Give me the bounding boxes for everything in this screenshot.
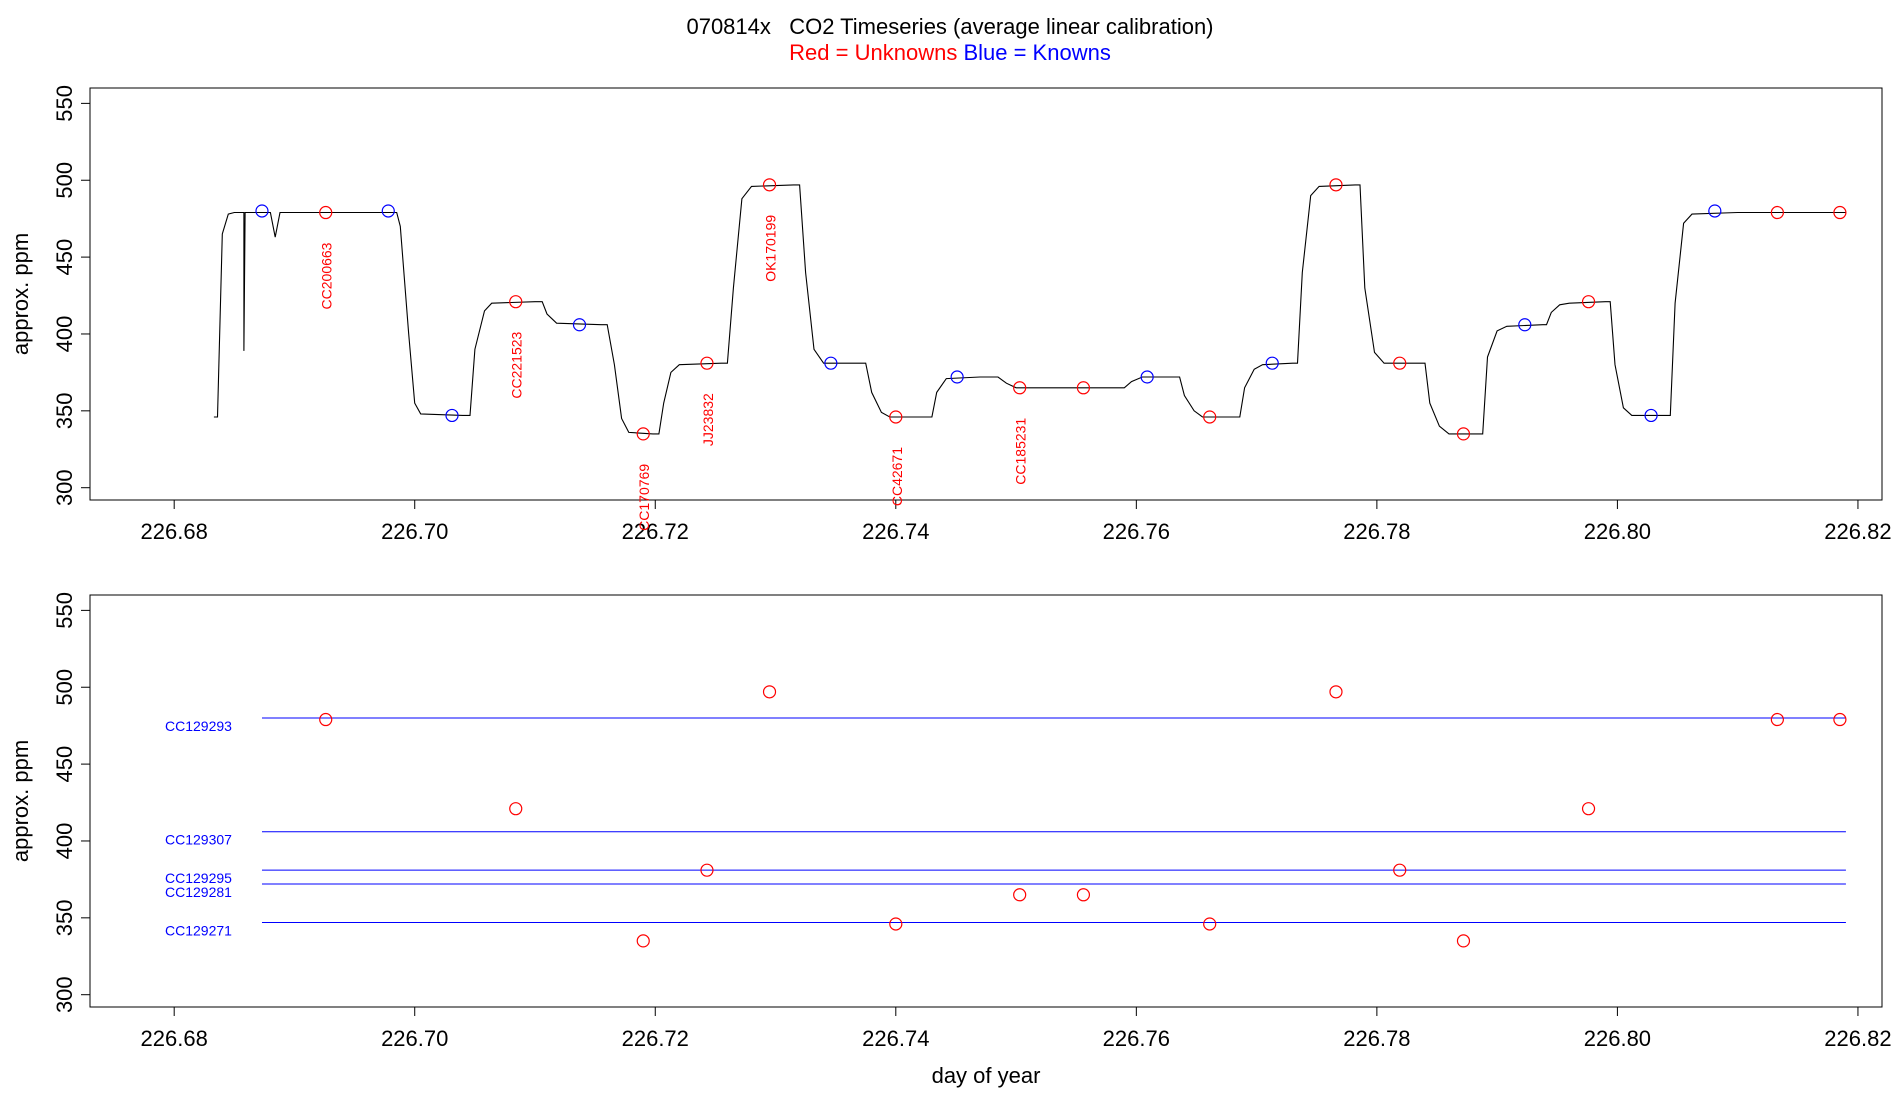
bottom-reference-line-label: CC129295 [165,870,232,886]
top-plot-frame [89,87,1883,501]
bottom-unknown-point [1329,685,1343,699]
bottom-unknown-point [700,863,714,877]
top-unknown-point [636,427,650,441]
bottom-unknown-point [1393,863,1407,877]
bottom-unknown-point [1833,712,1847,727]
top-unknown-point [1393,356,1407,370]
bottom-unknown-point [509,802,523,816]
top-known-point [824,356,838,370]
top-known-point [445,408,459,423]
top-unknown-point-label: CC200663 [319,242,335,309]
top-unknown-point [319,205,333,220]
top-x-tick-label: 226.78 [1343,519,1410,544]
bottom-y-tick-label: 350 [52,899,77,936]
bottom-x-tick-label: 226.74 [862,1026,929,1051]
top-known-point [572,318,587,332]
top-y-tick-label: 350 [52,392,77,429]
top-y-axis-label: approx. ppm [8,233,33,355]
bottom-x-tick-label: 226.82 [1824,1026,1891,1051]
top-x-tick-label: 226.82 [1824,519,1891,544]
top-unknown-point [889,410,903,424]
bottom-unknown-point [1456,934,1471,948]
legend-knowns: Blue = Knowns [963,40,1111,65]
bottom-unknown-point [1581,802,1596,816]
legend-unknowns: Red = Unknowns [789,40,958,65]
bottom-x-tick-label: 226.78 [1343,1026,1410,1051]
bottom-y-axis-label: approx. ppm [8,740,33,862]
bottom-unknown-point [1013,888,1027,902]
top-x-tick-label: 226.72 [622,519,689,544]
top-known-point [1644,408,1658,423]
bottom-x-tick-label: 226.70 [381,1026,448,1051]
top-unknown-point [1013,381,1027,395]
top-unknown-point-label: CC170769 [636,464,652,531]
top-y-tick-label: 300 [52,469,77,506]
top-x-tick-label: 226.74 [862,519,929,544]
top-y-tick-label: 450 [52,239,77,276]
top-y-tick-label: 400 [52,316,77,353]
chart-title-block: 070814x CO2 Timeseries (average linear c… [0,14,1900,66]
bottom-x-tick-label: 226.80 [1584,1026,1651,1051]
top-unknown-point [1076,381,1091,395]
chart-subtitle: Red = Unknowns Blue = Knowns [0,40,1900,66]
top-unknown-point-label: CC221523 [509,331,525,398]
top-known-point [255,204,269,218]
top-unknown-point-label: CC185231 [1013,418,1029,485]
top-known-point [1265,356,1279,370]
bottom-reference-line-label: CC129271 [165,922,232,938]
top-unknown-point [762,178,777,192]
top-unknown-point [700,356,714,370]
top-x-tick-label: 226.70 [381,519,448,544]
bottom-y-tick-label: 550 [52,592,77,629]
bottom-reference-line-label: CC129307 [165,832,232,848]
top-unknown-point [1203,410,1217,424]
bottom-unknown-point [636,934,650,948]
top-unknown-point-label: OK170199 [763,215,779,282]
chart-title: 070814x CO2 Timeseries (average linear c… [686,14,1214,39]
bottom-reference-line-label: CC129293 [165,718,232,734]
top-known-point [381,204,395,218]
top-known-point [1708,204,1722,218]
top-unknown-point [1456,427,1471,441]
bottom-unknown-point [319,712,333,727]
bottom-x-tick-label: 226.72 [622,1026,689,1051]
bottom-y-tick-label: 500 [52,669,77,706]
top-unknown-point-label: JJ23832 [700,393,716,446]
bottom-plot-frame [89,594,1883,1008]
top-unknown-point [1770,205,1784,220]
top-unknown-point [1329,178,1343,192]
top-co2-trace-line [213,184,1846,435]
bottom-y-tick-label: 300 [52,976,77,1013]
top-unknown-point [1833,205,1847,220]
bottom-unknown-point [1076,888,1091,902]
top-y-tick-label: 500 [52,162,77,199]
bottom-y-tick-label: 400 [52,823,77,860]
top-x-tick-label: 226.68 [141,519,208,544]
top-x-tick-label: 226.76 [1103,519,1170,544]
bottom-y-tick-label: 450 [52,746,77,783]
bottom-x-tick-label: 226.68 [141,1026,208,1051]
top-unknown-point [1581,295,1596,309]
top-known-point [1140,370,1154,384]
bottom-unknown-point [889,917,903,931]
top-y-tick-label: 550 [52,85,77,122]
bottom-unknown-point [762,685,777,699]
top-known-point [1518,318,1532,332]
bottom-x-tick-label: 226.76 [1103,1026,1170,1051]
top-unknown-point-label: CC42671 [889,447,905,506]
top-x-tick-label: 226.80 [1584,519,1651,544]
top-known-point [950,370,964,384]
top-unknown-point [509,295,523,309]
bottom-unknown-point [1203,917,1217,931]
bottom-x-axis-label: day of year [932,1063,1041,1088]
bottom-reference-line-label: CC129281 [165,884,232,900]
bottom-unknown-point [1770,712,1784,727]
